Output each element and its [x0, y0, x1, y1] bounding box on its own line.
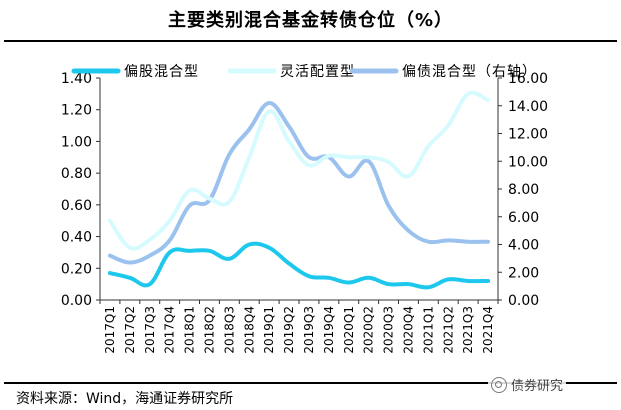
- series-line-2: [107, 90, 491, 251]
- left-tick-label: 0.20: [61, 261, 92, 277]
- x-tick-label: 2019Q3: [302, 306, 316, 354]
- right-tick-label: 6.00: [508, 210, 539, 226]
- right-tick-label: 8.00: [508, 182, 539, 198]
- x-tick-label: 2018Q1: [183, 306, 197, 354]
- watermark-text: 债券研究: [511, 379, 564, 394]
- x-tick-label: 2020Q1: [342, 306, 356, 354]
- left-tick-label: 0.60: [61, 198, 92, 214]
- left-tick-label: 1.20: [61, 103, 92, 119]
- x-tick-label: 2017Q2: [123, 306, 137, 354]
- x-tick-label: 2019Q2: [282, 306, 296, 354]
- legend: 偏股混合型 灵活配置型 偏债混合型（右轴）: [71, 64, 537, 80]
- x-tick-label: 2021Q4: [481, 306, 495, 354]
- x-tick-label: 2021Q1: [421, 306, 435, 354]
- x-tick-label: 2021Q2: [441, 306, 455, 354]
- x-tick-label: 2021Q3: [461, 306, 475, 354]
- left-tick-label: 1.40: [61, 71, 92, 87]
- wechat-icon: [491, 376, 507, 393]
- legend-label-2: 灵活配置型: [280, 64, 355, 80]
- right-tick-label: 0.00: [508, 293, 539, 309]
- series-lines: [107, 90, 491, 290]
- x-tick-label: 2020Q3: [382, 306, 396, 354]
- chart: 0.00 0.20 0.40 0.60 0.80 1.00 1.20 1.40 0.00 2.0…: [61, 64, 548, 354]
- left-tick-label: 1.00: [61, 134, 92, 150]
- left-tick-label: 0.80: [61, 166, 92, 182]
- x-tick-label: 2018Q3: [222, 306, 236, 354]
- source-note: 资料来源：Wind，海通证券研究所: [16, 391, 234, 407]
- right-tick-label: 16.00: [508, 71, 548, 87]
- title-rule: [4, 40, 617, 42]
- x-tick-label: 2020Q2: [362, 306, 376, 354]
- left-axis-ticks: 0.00 0.20 0.40 0.60 0.80 1.00 1.20 1.40: [61, 71, 100, 309]
- right-tick-label: 10.00: [508, 154, 548, 170]
- right-tick-label: 14.00: [508, 99, 548, 115]
- right-axis-ticks: 0.00 2.00 4.00 6.00 8.00 10.00 12.00 14.00 16.00: [498, 71, 548, 309]
- right-tick-label: 4.00: [508, 238, 539, 254]
- x-tick-label: 2019Q1: [262, 306, 276, 354]
- x-tick-label: 2019Q4: [322, 306, 336, 354]
- left-tick-label: 0.00: [61, 293, 92, 309]
- x-tick-label: 2017Q4: [163, 306, 177, 354]
- series-line-3: [107, 100, 491, 265]
- x-tick-label: 2018Q4: [242, 306, 256, 354]
- legend-label-1: 偏股混合型: [124, 64, 199, 80]
- x-axis-ticks: 2017Q1 2017Q2 2017Q3 2017Q4 2018Q1 2018Q2 2018…: [99, 300, 499, 354]
- x-tick-label: 2017Q1: [103, 306, 117, 354]
- right-tick-label: 2.00: [508, 265, 539, 281]
- series-line-1: [107, 241, 491, 290]
- x-tick-label: 2017Q3: [143, 306, 157, 354]
- x-tick-label: 2020Q4: [401, 306, 415, 354]
- footer-rule: [4, 382, 617, 384]
- x-tick-label: 2018Q2: [202, 306, 216, 354]
- legend-label-3: 偏债混合型（右轴）: [402, 64, 537, 80]
- right-tick-label: 12.00: [508, 127, 548, 143]
- watermark: 债券研究: [488, 374, 567, 395]
- left-tick-label: 0.40: [61, 230, 92, 246]
- page-title: 主要类别混合基金转债仓位（%）: [167, 10, 454, 31]
